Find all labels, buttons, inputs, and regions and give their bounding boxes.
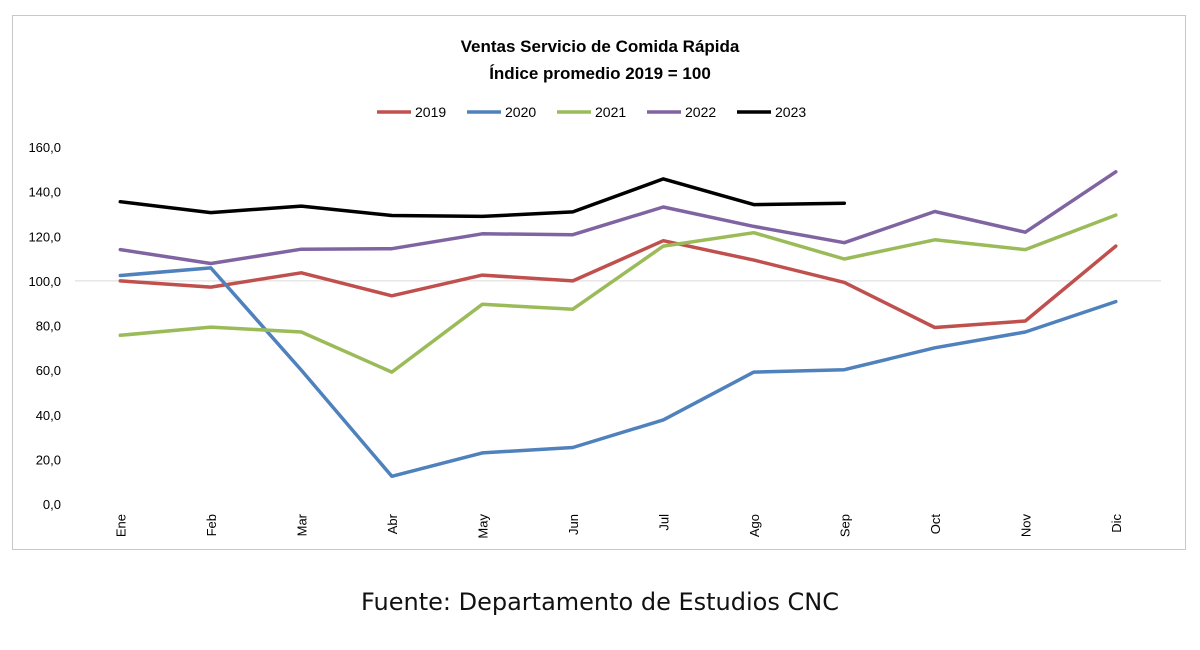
y-tick-label: 160,0	[28, 140, 61, 155]
x-axis: Ene Feb Mar Abr May Jun Jul Ago Sep Oct Nov Dic	[113, 513, 1124, 538]
series-line-2021	[118, 213, 1118, 374]
series-line-2023	[118, 177, 847, 219]
y-tick-label: 100,0	[28, 274, 61, 289]
x-tick-label: May	[475, 514, 490, 539]
series-line-2020	[118, 266, 1118, 479]
x-tick-label: Sep	[837, 514, 852, 537]
legend-label-2020: 2020	[505, 104, 536, 120]
y-tick-label: 0,0	[43, 497, 61, 512]
x-tick-label: Nov	[1018, 514, 1033, 538]
chart-area: Ventas Servicio de Comida Rápida Índice …	[12, 15, 1186, 550]
x-tick-label: Oct	[928, 514, 943, 535]
legend-label-2022: 2022	[685, 104, 716, 120]
x-tick-label: Jun	[566, 514, 581, 535]
y-tick-label: 120,0	[28, 229, 61, 244]
chart-subtitle: Índice promedio 2019 = 100	[489, 64, 711, 83]
legend-label-2021: 2021	[595, 104, 626, 120]
x-tick-label: Ene	[113, 514, 128, 537]
legend-label-2023: 2023	[775, 104, 806, 120]
y-tick-label: 80,0	[36, 319, 61, 334]
series-line-2019	[118, 238, 1118, 330]
y-tick-label: 140,0	[28, 185, 61, 200]
x-tick-label: Jul	[656, 514, 671, 531]
x-tick-label: Abr	[385, 513, 400, 534]
line-chart: Ventas Servicio de Comida Rápida Índice …	[28, 37, 1161, 539]
x-tick-label: Dic	[1109, 514, 1124, 533]
y-axis: 0,0 20,0 40,0 60,0 80,0 100,0 120,0 140,0 160,0	[28, 140, 1161, 512]
y-tick-label: 20,0	[36, 452, 61, 467]
y-tick-label: 60,0	[36, 363, 61, 378]
source-caption: Fuente: Departamento de Estudios CNC	[361, 588, 839, 616]
plot-series	[118, 170, 1118, 479]
x-tick-label: Ago	[747, 514, 762, 537]
series-line-2022	[118, 170, 1118, 266]
chart-title: Ventas Servicio de Comida Rápida	[461, 37, 740, 56]
legend-label-2019: 2019	[415, 104, 446, 120]
x-tick-label: Mar	[294, 513, 309, 536]
legend: 2019 2020 2021 2022 2023	[377, 104, 806, 120]
x-tick-label: Feb	[204, 514, 219, 536]
y-tick-label: 40,0	[36, 408, 61, 423]
